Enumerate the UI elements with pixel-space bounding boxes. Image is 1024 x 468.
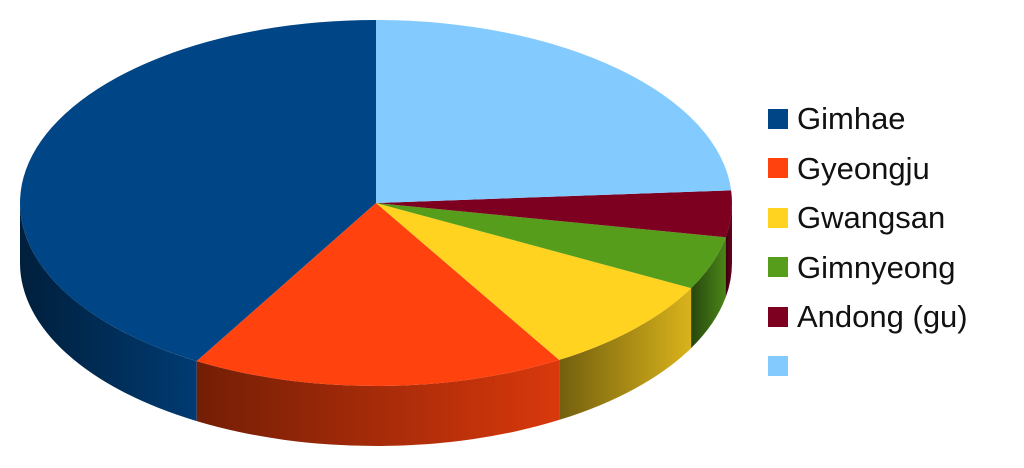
pie-slice-side <box>691 237 726 349</box>
legend-swatch <box>768 207 788 228</box>
legend-label: Gimhae <box>797 101 906 137</box>
legend-item <box>768 342 968 392</box>
legend-item: Gimnyeong <box>768 243 968 293</box>
legend-swatch <box>768 306 788 327</box>
legend: Gimhae Gyeongju Gwangsan Gimnyeong Andon… <box>768 94 968 391</box>
pie-slice-side <box>196 359 560 447</box>
pie-slice-side <box>725 203 732 298</box>
pie-slice <box>376 20 732 203</box>
pie-slice <box>376 190 732 238</box>
pie-slice <box>20 20 376 362</box>
legend-label: Andong (gu) <box>797 299 968 335</box>
legend-swatch <box>768 158 788 179</box>
legend-label: Gimnyeong <box>797 249 956 285</box>
legend-label: Gyeongju <box>797 150 930 186</box>
legend-item: Andong (gu) <box>768 292 968 342</box>
pie-slice <box>196 203 560 386</box>
pie-slice <box>376 203 726 289</box>
pie-tops <box>20 20 732 386</box>
legend-swatch <box>768 356 788 377</box>
legend-swatch <box>768 108 788 129</box>
pie-slice-side <box>20 203 197 422</box>
legend-swatch <box>768 257 788 278</box>
legend-label: Gwangsan <box>797 200 946 236</box>
pie-slice <box>376 203 692 360</box>
legend-item: Gyeongju <box>768 144 968 194</box>
pie-sides <box>20 203 732 447</box>
legend-item: Gimhae <box>768 94 968 144</box>
pie-slice-side <box>559 288 692 420</box>
legend-item: Gwangsan <box>768 193 968 243</box>
